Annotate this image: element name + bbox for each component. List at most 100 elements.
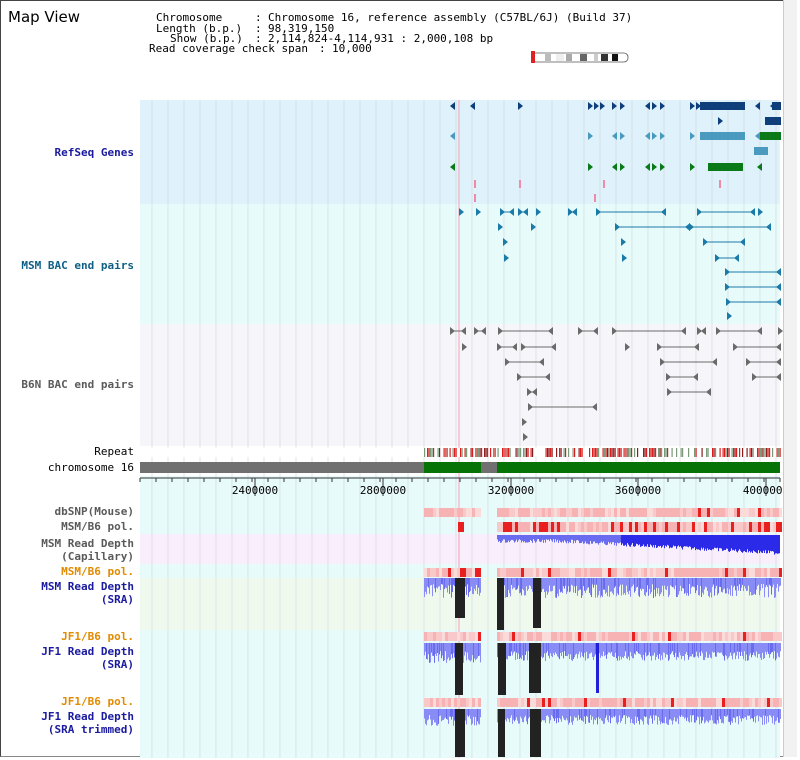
gene-exon-glyph: [740, 238, 745, 246]
jf1-b6-pol-cell: [665, 632, 668, 641]
jf1-trimmed-depth-bar: [528, 709, 529, 719]
msm-sra-depth-bar: [691, 578, 692, 588]
gene-exon-glyph: [758, 208, 763, 216]
jf1-sra-depth-bar: [451, 643, 452, 655]
jf1-trimmed-depth-bar: [778, 709, 779, 723]
repeat-element: [518, 448, 520, 457]
msm-b6-pol-cell: [578, 522, 581, 532]
repeat-element: [592, 448, 594, 457]
msm-sra-depth-bar: [477, 578, 478, 594]
capillary-depth-bar: [754, 535, 755, 552]
msm-sra-depth-bar: [532, 578, 533, 592]
gene-exon-glyph: [528, 403, 533, 411]
msm-sra-depth-bar: [760, 578, 761, 591]
jf1-trimmed-depth-bar: [769, 709, 770, 716]
jf1-b6-trimmed-pol-cell: [701, 698, 704, 707]
capillary-depth-bar: [549, 535, 550, 542]
msm-depth-capillary-label[interactable]: MSM Read Depth: [41, 537, 134, 550]
jf1-depth-sra-label[interactable]: JF1 Read Depth: [41, 645, 134, 658]
gene-exon-glyph: [766, 223, 771, 231]
msm-sra-depth-bar: [682, 578, 683, 589]
jf1-b6-trimmed-pol-cell: [497, 698, 500, 707]
dbsnp-cell: [671, 508, 674, 517]
msm-sra-depth-bar: [527, 578, 528, 591]
gene-exon-glyph: [715, 254, 720, 262]
jf1-b6-pol-cell: [632, 632, 635, 641]
dbsnp-cell: [445, 508, 448, 517]
jf1-sra-depth-bar: [607, 643, 608, 655]
jf1-b6-pol-cell: [596, 632, 599, 641]
jf1-b6-trimmed-pol-cell: [500, 698, 503, 707]
gene-exon-glyph: [450, 163, 455, 171]
dbsnp-cell: [560, 508, 563, 517]
repeat-element: [563, 448, 565, 457]
gene-exon-glyph: [733, 343, 738, 351]
gene-exon-glyph: [757, 163, 762, 171]
gene-exon-glyph: [725, 283, 730, 291]
b6n-bac-track-label[interactable]: B6N BAC end pairs: [21, 378, 134, 391]
msm-sra-depth-bar: [551, 578, 552, 592]
msm-b6-pol-track-label[interactable]: MSM/B6 pol.: [61, 520, 134, 533]
msm-b6-sra-pol-cell: [695, 568, 698, 577]
jf1-trimmed-depth-bar: [751, 709, 752, 719]
capillary-depth-bar: [737, 535, 738, 553]
jf1-sra-depth-bar-saturated: [455, 643, 463, 695]
capillary-depth-bar: [646, 535, 647, 547]
jf1-trimmed-depth-bar: [592, 709, 593, 717]
jf1-sra-depth-bar: [735, 643, 736, 660]
length-label: Length (b.p.): [156, 22, 243, 35]
msm-sra-depth-bar: [612, 578, 613, 594]
msm-sra-depth-bar: [660, 578, 661, 595]
msm-b6-sra-pol-cell: [734, 568, 737, 577]
jf1-trimmed-depth-bar: [749, 709, 750, 716]
jf1-trimmed-depth-bar: [426, 709, 427, 726]
repeat-element: [701, 448, 703, 457]
vertical-scrollbar[interactable]: [783, 0, 797, 757]
msm-sra-depth-bar: [428, 578, 429, 588]
dbsnp-cell: [590, 508, 593, 517]
msm-sra-depth-bar: [546, 578, 547, 592]
dbsnp-track-label[interactable]: dbSNP(Mouse): [54, 505, 134, 518]
capillary-depth-bar: [665, 535, 666, 546]
msm-depth-sra-label[interactable]: MSM Read Depth: [41, 580, 134, 593]
jf1-b6-pol-label[interactable]: JF1/B6 pol.: [61, 630, 134, 643]
dbsnp-cell: [695, 508, 698, 517]
jf1-sra-depth-bar: [433, 643, 434, 656]
repeat-element: [644, 448, 646, 457]
capillary-depth-bar: [618, 535, 619, 544]
jf1-trimmed-depth-bar: [633, 709, 634, 724]
msm-b6-sra-pol-cell: [614, 568, 617, 577]
msm-bac-track-label[interactable]: MSM BAC end pairs: [21, 259, 134, 272]
gene-exon-glyph: [568, 208, 573, 216]
msm-sra-depth-bar: [630, 578, 631, 597]
msm-sra-depth-bar: [615, 578, 616, 587]
jf1-trimmed-depth-bar: [446, 709, 447, 720]
gene-exon-glyph: [497, 343, 502, 351]
jf1-sra-depth-bar: [513, 643, 514, 653]
capillary-depth-bar: [537, 535, 538, 540]
msm-b6-sra-pol-cell: [728, 568, 731, 577]
msm-sra-depth-bar: [770, 578, 771, 586]
msm-b6-pol-sra-label[interactable]: MSM/B6 pol.: [61, 565, 134, 578]
msm-b6-sra-pol-cell: [623, 568, 626, 577]
msm-sra-depth-bar: [694, 578, 695, 588]
jf1-b6-pol-trimmed-label[interactable]: JF1/B6 pol.: [61, 695, 134, 708]
capillary-depth-bar: [647, 535, 648, 545]
capillary-depth-bar: [553, 535, 554, 540]
jf1-sra-depth-bar: [434, 643, 435, 663]
msm-sra-depth-bar: [465, 578, 466, 587]
jf1-depth-trimmed-label[interactable]: JF1 Read Depth: [41, 710, 134, 723]
jf1-trimmed-depth-bar: [597, 709, 598, 725]
repeat-element: [680, 448, 682, 457]
gene-exon-glyph: [450, 327, 455, 335]
msm-sra-depth-bar: [715, 578, 716, 589]
msm-sra-depth-bar: [581, 578, 582, 598]
capillary-depth-bar: [552, 535, 553, 542]
jf1-trimmed-depth-bar: [520, 709, 521, 717]
capillary-depth-bar: [743, 535, 744, 552]
jf1-trimmed-depth-bar: [543, 709, 544, 721]
msm-b6-pol-cell: [671, 522, 674, 532]
gene-exon-glyph: [470, 102, 475, 110]
refseq-track-label[interactable]: RefSeq Genes: [54, 146, 134, 159]
